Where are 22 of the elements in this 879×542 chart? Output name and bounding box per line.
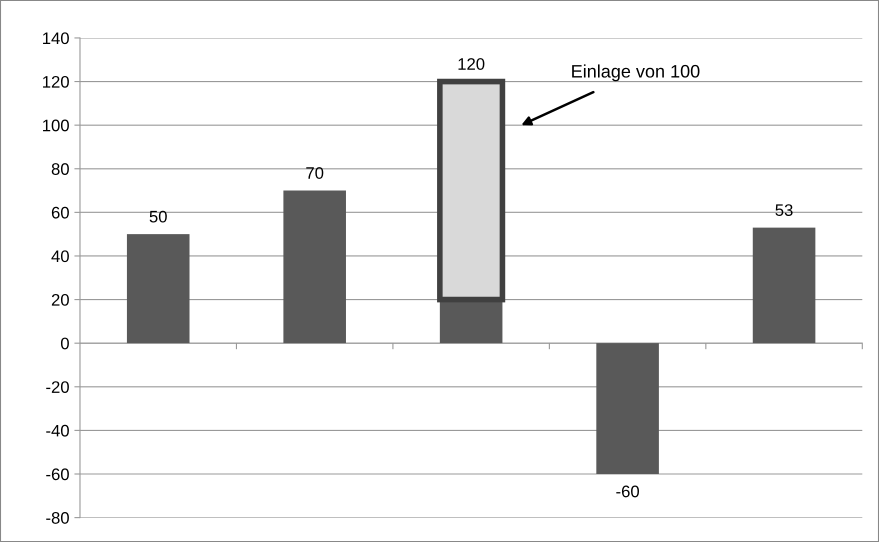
y-tick-label: 60 [52, 206, 69, 219]
total-label: 120 [458, 58, 484, 70]
bar [126, 234, 190, 344]
y-tick-label: 140 [43, 32, 69, 44]
bar [283, 190, 346, 344]
y-tick-label: 80 [52, 163, 69, 175]
total-label: 70 [306, 167, 324, 179]
y-tick-label: 40 [51, 250, 69, 262]
y-tick-label: 0 [60, 338, 69, 350]
total-label: 50 [150, 210, 167, 223]
y-tick-label: 100 [43, 120, 69, 132]
y-tick-label: -60 [46, 468, 69, 480]
bar [596, 343, 659, 474]
annotation: Einlage von 100 [572, 64, 700, 82]
y-tick-label: -20 [46, 381, 69, 393]
y-tick-label: -80 [46, 512, 69, 524]
y-tick-label: 20 [52, 294, 69, 306]
total-label: -60 [616, 486, 639, 498]
y-tick-label: 120 [43, 76, 69, 88]
y-tick-label: -40 [46, 424, 69, 437]
bar [752, 228, 816, 344]
total-label: 53 [775, 204, 793, 216]
